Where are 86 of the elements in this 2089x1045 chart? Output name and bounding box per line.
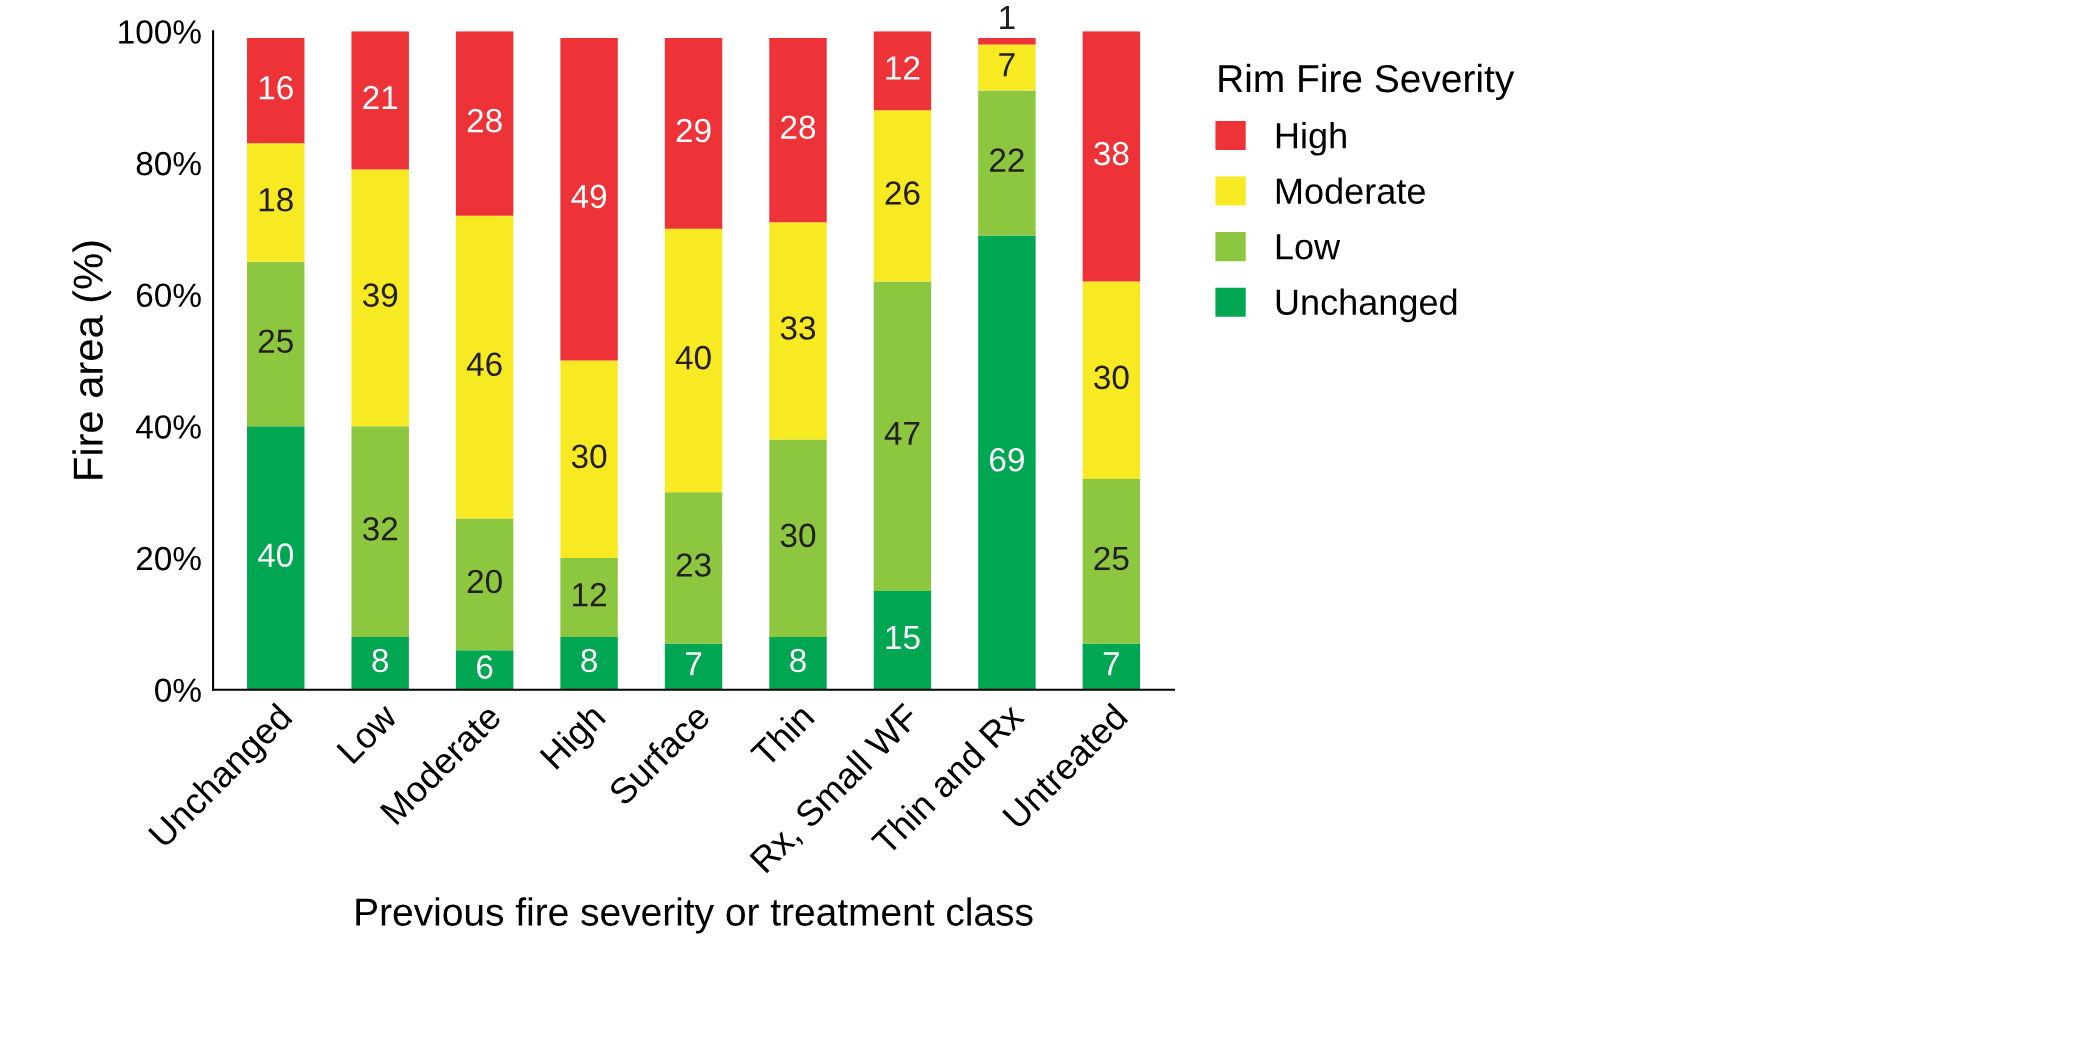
data-label: 30 xyxy=(1094,365,1129,390)
data-label: 47 xyxy=(884,421,920,445)
bar xyxy=(769,439,827,638)
bar xyxy=(351,31,409,170)
data-label: 39 xyxy=(362,283,398,307)
x-tick-label: High xyxy=(539,702,606,770)
bar xyxy=(978,235,1036,690)
y-tick-label: 0% xyxy=(155,678,201,703)
data-label: 16 xyxy=(259,75,293,100)
data-label: 69 xyxy=(990,447,1024,472)
data-label: 6 xyxy=(477,655,493,679)
bar xyxy=(560,37,618,361)
legend-label: Unchanged xyxy=(1276,288,1457,323)
legend-title: Rim Fire Severity xyxy=(1219,63,1515,101)
bar xyxy=(1082,31,1141,282)
bar xyxy=(1082,643,1141,690)
bar xyxy=(247,426,305,690)
data-label: 15 xyxy=(886,626,920,650)
data-label: 7 xyxy=(685,652,702,676)
y-tick-label: 60% xyxy=(136,283,201,308)
bar xyxy=(455,650,514,690)
bar xyxy=(560,558,618,638)
data-label: 7 xyxy=(999,53,1015,77)
bar xyxy=(664,37,723,229)
bar xyxy=(247,261,305,427)
x-axis-title: Previous fire severity or treatment class xyxy=(356,897,1033,934)
data-label: 32 xyxy=(362,517,398,541)
bar xyxy=(873,281,932,591)
bar xyxy=(560,637,618,690)
data-label: 33 xyxy=(780,316,816,340)
bar xyxy=(769,37,827,223)
bar xyxy=(560,360,618,559)
y-tick-label: 20% xyxy=(136,546,201,571)
data-label: 26 xyxy=(885,181,920,205)
bar xyxy=(351,169,409,427)
data-label: 8 xyxy=(581,648,597,673)
bar xyxy=(247,143,305,262)
bar xyxy=(978,37,1036,45)
data-label: 22 xyxy=(990,148,1024,172)
data-label: 25 xyxy=(258,329,293,354)
data-label: 1 xyxy=(1000,6,1015,30)
bar xyxy=(769,637,827,690)
bar xyxy=(455,31,514,216)
y-tick-label: 80% xyxy=(136,151,201,176)
data-label: 8 xyxy=(790,648,806,673)
bar xyxy=(455,518,514,651)
data-label: 40 xyxy=(257,543,293,567)
data-label: 46 xyxy=(466,352,502,377)
legend-label: Moderate xyxy=(1276,177,1425,205)
data-label: 28 xyxy=(467,108,502,133)
data-label: 18 xyxy=(259,187,293,212)
bar xyxy=(664,643,723,690)
data-label: 38 xyxy=(1094,141,1129,166)
data-label: 28 xyxy=(781,115,816,140)
data-label: 29 xyxy=(676,118,711,143)
bar xyxy=(978,90,1036,236)
data-label: 49 xyxy=(571,184,607,209)
y-tick-label: 100% xyxy=(119,20,201,44)
bar xyxy=(351,426,409,638)
legend-label: Low xyxy=(1276,234,1341,260)
data-label: 40 xyxy=(675,345,711,370)
bar xyxy=(1082,281,1141,480)
bar xyxy=(455,215,514,519)
data-label: 12 xyxy=(886,56,920,80)
bar xyxy=(873,31,932,111)
data-label: 23 xyxy=(676,553,711,577)
bar xyxy=(873,110,932,282)
bar xyxy=(1082,479,1141,644)
bar xyxy=(873,590,932,690)
data-label: 30 xyxy=(780,523,816,548)
bar xyxy=(769,222,827,440)
bar xyxy=(247,37,305,144)
data-label: 30 xyxy=(571,444,607,469)
bar xyxy=(664,492,723,644)
legend-label: High xyxy=(1276,121,1346,156)
data-label: 21 xyxy=(363,85,398,110)
data-label: 25 xyxy=(1094,546,1129,571)
data-label: 8 xyxy=(372,648,389,673)
bar xyxy=(664,228,723,493)
data-label: 7 xyxy=(1103,652,1119,676)
y-axis-title: Fire area (%) xyxy=(72,241,112,479)
data-label: 12 xyxy=(573,582,606,607)
y-tick-label: 40% xyxy=(136,415,201,439)
data-label: 20 xyxy=(467,569,502,594)
bar xyxy=(351,637,409,690)
bar xyxy=(978,44,1036,91)
